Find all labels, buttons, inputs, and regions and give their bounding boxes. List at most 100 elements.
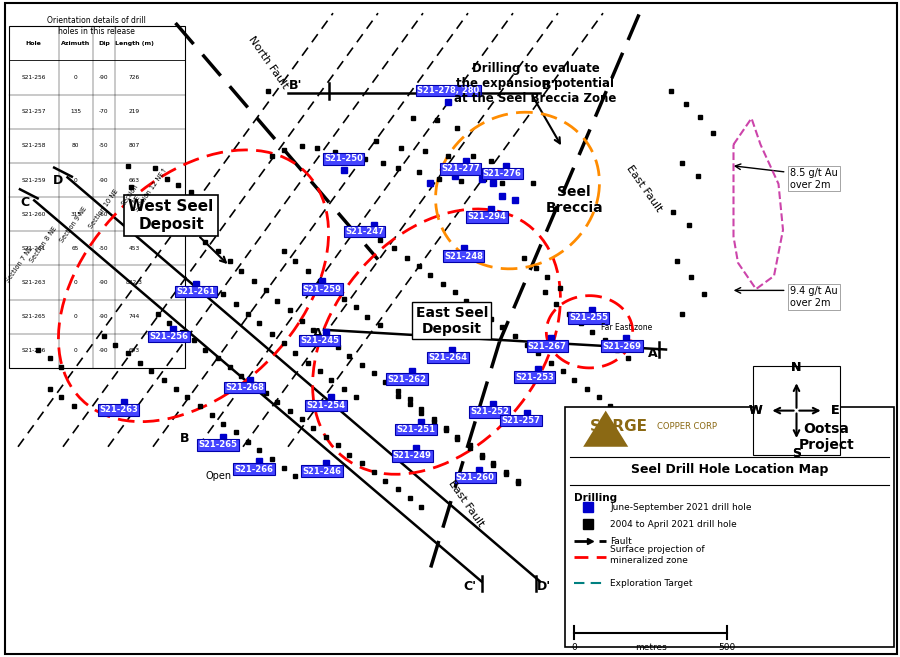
Text: Length (m): Length (m) xyxy=(114,41,154,46)
Text: North Fault: North Fault xyxy=(247,34,290,91)
Text: S21-248: S21-248 xyxy=(444,252,483,261)
Text: N: N xyxy=(791,361,802,374)
Text: B: B xyxy=(180,432,189,445)
Text: 135: 135 xyxy=(70,109,81,114)
Text: Drilling: Drilling xyxy=(574,493,617,503)
Text: S: S xyxy=(792,447,801,460)
Text: W: W xyxy=(749,404,762,417)
Text: S21-265: S21-265 xyxy=(22,314,46,319)
Text: S21-250: S21-250 xyxy=(324,154,364,164)
Text: S21-246: S21-246 xyxy=(302,466,342,476)
Text: A': A' xyxy=(648,347,662,360)
Text: -70: -70 xyxy=(99,109,109,114)
Text: E: E xyxy=(831,404,839,417)
Text: 8.5 g/t Au
over 2m: 8.5 g/t Au over 2m xyxy=(790,168,838,189)
Text: 9.4 g/t Au
over 2m: 9.4 g/t Au over 2m xyxy=(790,286,838,307)
Text: S21-247: S21-247 xyxy=(345,227,384,236)
Text: -60: -60 xyxy=(99,212,109,217)
Text: Azimuth: Azimuth xyxy=(61,41,90,46)
Text: -90: -90 xyxy=(99,177,109,183)
Text: East Fault: East Fault xyxy=(625,163,664,214)
Text: S21-245: S21-245 xyxy=(300,336,339,345)
FancyBboxPatch shape xyxy=(565,407,894,647)
Text: S21-255: S21-255 xyxy=(569,313,608,323)
Text: Fault: Fault xyxy=(610,537,632,546)
Text: S21-252: S21-252 xyxy=(470,407,509,417)
Text: Seel
Breccia: Seel Breccia xyxy=(545,185,603,215)
Text: Exploration Target: Exploration Target xyxy=(610,579,693,588)
Text: Seel Drill Hole Location Map: Seel Drill Hole Location Map xyxy=(631,463,828,476)
Text: Open: Open xyxy=(205,471,231,482)
Text: B': B' xyxy=(542,79,556,92)
Text: SURGE: SURGE xyxy=(590,419,648,434)
Text: S21-253: S21-253 xyxy=(515,373,554,382)
Text: S21-265: S21-265 xyxy=(198,440,238,449)
Text: -90: -90 xyxy=(99,75,109,80)
Text: 882.3: 882.3 xyxy=(126,280,142,285)
Text: S21-256: S21-256 xyxy=(149,332,189,341)
Text: 693: 693 xyxy=(129,348,140,353)
Text: Dip: Dip xyxy=(98,41,110,46)
Text: A': A' xyxy=(312,327,327,340)
FancyBboxPatch shape xyxy=(9,26,184,368)
Text: -90: -90 xyxy=(99,314,109,319)
Text: C: C xyxy=(21,196,30,209)
Text: S21-278, 280: S21-278, 280 xyxy=(417,86,480,95)
Text: 0: 0 xyxy=(74,75,77,80)
Text: S21-260: S21-260 xyxy=(22,212,46,217)
Text: Drilling to evaluate
the expansion potential
at the Seel Breccia Zone: Drilling to evaluate the expansion poten… xyxy=(454,62,616,105)
Text: N: N xyxy=(791,361,802,374)
Text: metres: metres xyxy=(634,643,667,652)
Text: S21-260: S21-260 xyxy=(455,473,495,482)
Text: S21-277: S21-277 xyxy=(441,164,481,173)
Text: 80: 80 xyxy=(72,143,79,148)
Text: S21-261: S21-261 xyxy=(22,246,46,251)
Text: 2004 to April 2021 drill hole: 2004 to April 2021 drill hole xyxy=(610,520,737,529)
Text: Far East zone: Far East zone xyxy=(601,323,652,332)
Text: S21-294: S21-294 xyxy=(467,212,507,221)
Text: 453: 453 xyxy=(129,246,140,251)
Text: Section
NE: Section NE xyxy=(121,183,146,211)
Text: S21-266: S21-266 xyxy=(22,348,46,353)
Text: S21-264: S21-264 xyxy=(428,353,468,362)
Text: -90: -90 xyxy=(99,348,109,353)
Text: Section 12 NE↑: Section 12 NE↑ xyxy=(134,166,168,212)
Text: W: W xyxy=(749,404,762,417)
Text: 435: 435 xyxy=(129,212,140,217)
Text: S21-267: S21-267 xyxy=(527,342,567,351)
Text: Surface projection of
mineralized zone: Surface projection of mineralized zone xyxy=(610,545,705,565)
Text: Orientation details of drill
holes in this release: Orientation details of drill holes in th… xyxy=(48,16,146,36)
Text: 65: 65 xyxy=(72,246,79,251)
Text: High grade
gold target: High grade gold target xyxy=(760,512,821,534)
Text: S21-269: S21-269 xyxy=(602,342,642,351)
FancyBboxPatch shape xyxy=(753,366,840,455)
Text: S21-258: S21-258 xyxy=(22,143,46,148)
Text: June-September 2021 drill hole: June-September 2021 drill hole xyxy=(610,503,752,512)
Text: S21-276: S21-276 xyxy=(482,169,522,178)
Text: S21-261: S21-261 xyxy=(176,287,216,296)
Text: S21-262: S21-262 xyxy=(387,374,427,384)
Text: S21-259: S21-259 xyxy=(22,177,46,183)
Text: B': B' xyxy=(288,79,302,92)
FancyBboxPatch shape xyxy=(4,3,897,654)
Text: S21-251: S21-251 xyxy=(396,425,436,434)
Text: S21-249: S21-249 xyxy=(392,451,432,461)
Text: -90: -90 xyxy=(99,280,109,285)
Text: East Seel
Deposit: East Seel Deposit xyxy=(416,306,488,336)
Text: S21-256: S21-256 xyxy=(22,75,46,80)
Text: S21-257: S21-257 xyxy=(501,416,541,425)
Text: D': D' xyxy=(537,579,552,593)
Text: S21-268: S21-268 xyxy=(225,383,265,392)
Text: 0: 0 xyxy=(572,643,577,652)
Text: 219: 219 xyxy=(129,109,140,114)
Text: 744: 744 xyxy=(129,314,140,319)
Text: S: S xyxy=(792,447,801,460)
Text: Hole: Hole xyxy=(26,41,41,46)
Text: S21-263: S21-263 xyxy=(22,280,46,285)
Text: Section 7 NE: Section 7 NE xyxy=(5,245,34,283)
Text: 0: 0 xyxy=(74,177,77,183)
Text: S21-263: S21-263 xyxy=(99,405,139,415)
Text: Section 10 NE: Section 10 NE xyxy=(87,188,120,230)
Text: 315: 315 xyxy=(70,212,81,217)
Text: Section 8 NE: Section 8 NE xyxy=(29,225,58,263)
